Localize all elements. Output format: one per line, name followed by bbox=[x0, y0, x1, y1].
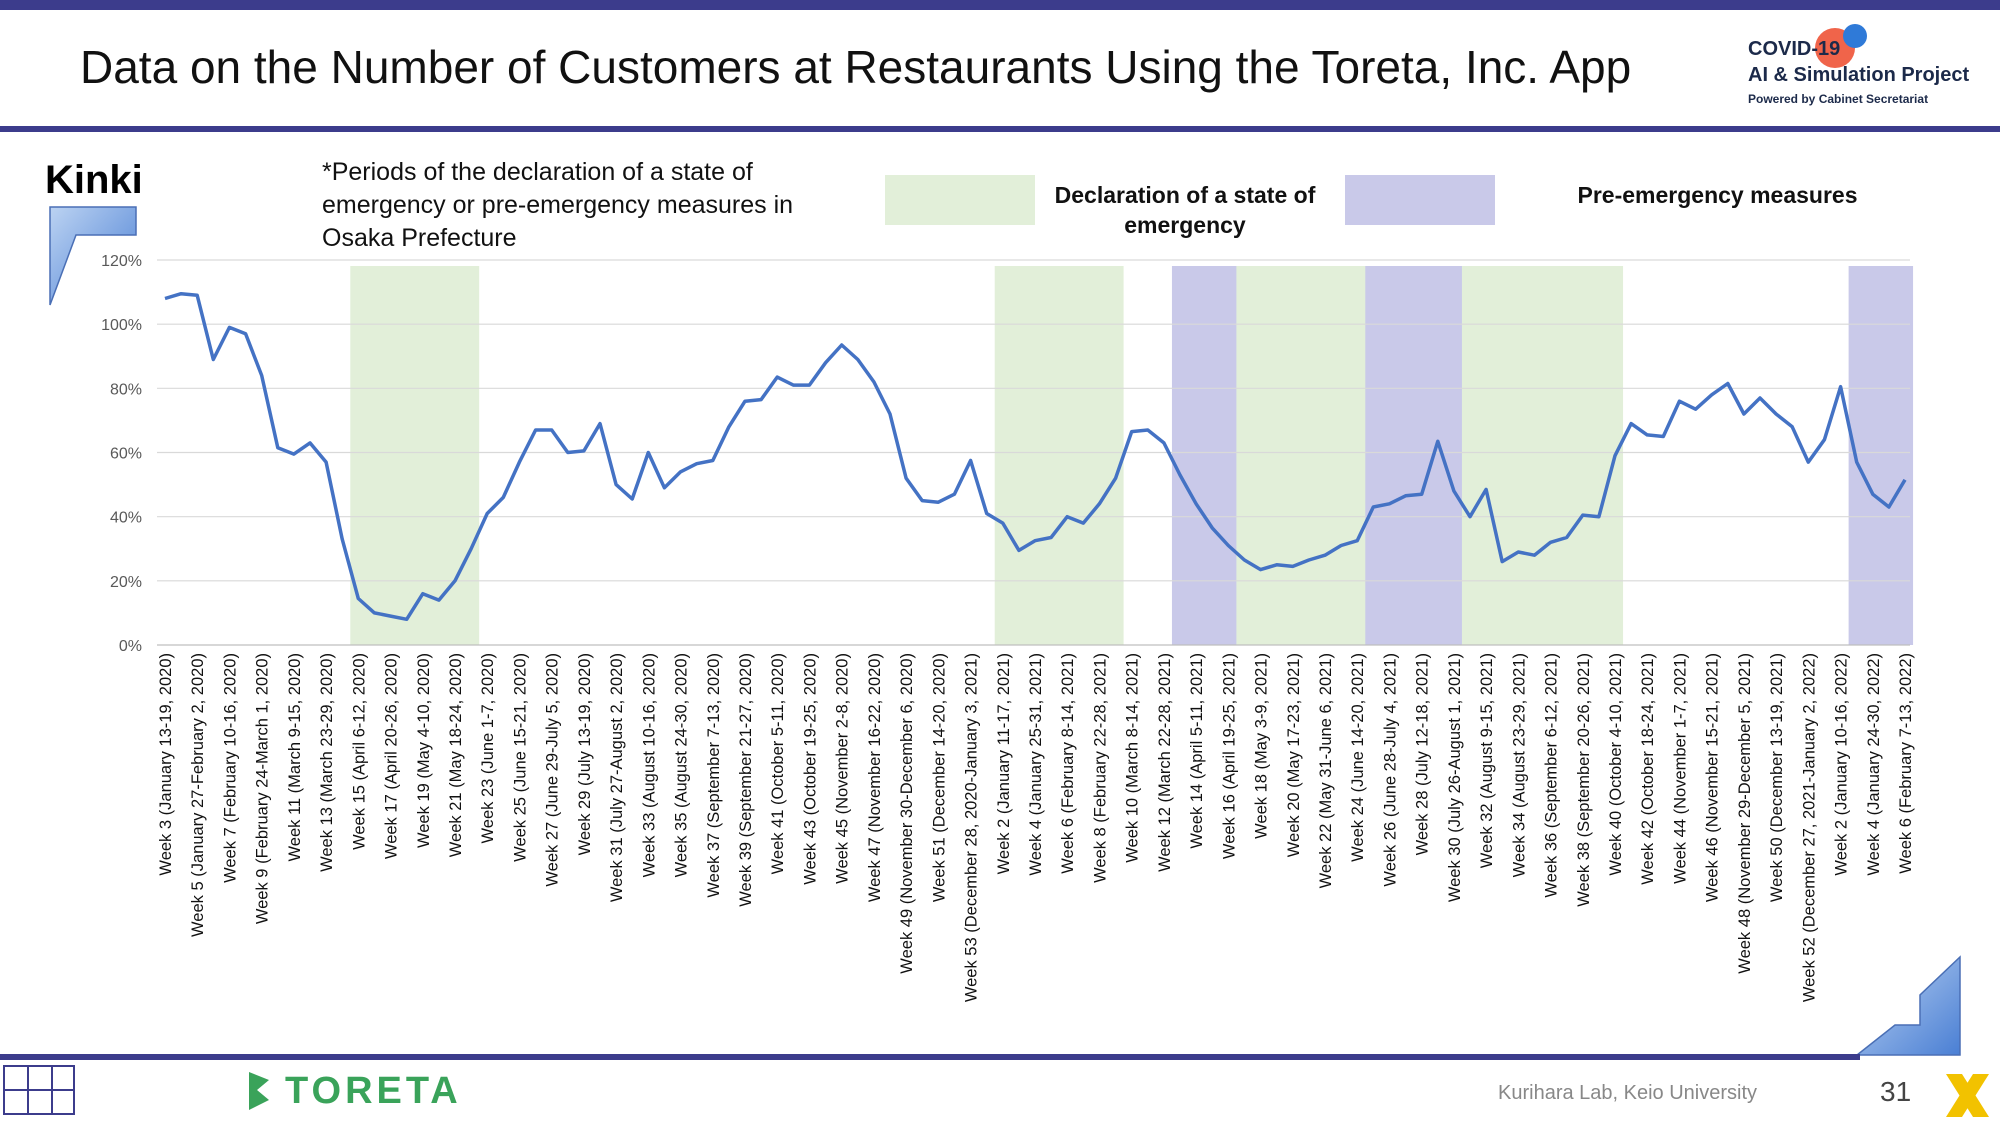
x-tick-label: Week 9 (February 24-March 1, 2020) bbox=[254, 653, 272, 924]
x-tick-label: Week 34 (August 23-29, 2021) bbox=[1510, 653, 1528, 877]
x-tick-label: Week 52 (December 27, 2021-January 2, 20… bbox=[1800, 653, 1818, 1002]
legend-pre-emergency-label: Pre-emergency measures bbox=[1577, 182, 1858, 208]
x-tick-label: Week 21 (May 18-24, 2020) bbox=[447, 653, 465, 857]
x-tick-label: Week 47 (November 16-22, 2020) bbox=[866, 653, 884, 902]
x-tick-label: Week 46 (November 15-21, 2021) bbox=[1704, 653, 1722, 902]
emergency-band bbox=[1236, 266, 1382, 645]
legend-emergency-swatch bbox=[885, 175, 1035, 225]
x-tick-label: Week 38 (September 20-26, 2021) bbox=[1575, 653, 1593, 907]
x-tick-label: Week 17 (April 20-26, 2020) bbox=[383, 653, 401, 859]
x-tick-label: Week 30 (July 26-August 1, 2021) bbox=[1446, 653, 1464, 902]
page-title: Data on the Number of Customers at Resta… bbox=[80, 41, 1632, 93]
x-tick-label: Week 14 (April 5-11, 2021) bbox=[1188, 653, 1206, 849]
top-bar bbox=[0, 0, 2000, 10]
x-tick-label: Week 22 (May 31-June 6, 2021) bbox=[1317, 653, 1335, 888]
x-tick-label: Week 24 (June 14-20, 2021) bbox=[1349, 653, 1367, 862]
y-tick-label: 60% bbox=[110, 446, 142, 463]
x-tick-label: Week 12 (March 22-28, 2021) bbox=[1156, 653, 1174, 872]
toreta-leaf-icon bbox=[249, 1072, 269, 1110]
legend-pre-emergency-swatch bbox=[1345, 175, 1495, 225]
x-tick-label: Week 6 (February 8-14, 2021) bbox=[1059, 653, 1077, 874]
x-tick-label: Week 11 (March 9-15, 2020) bbox=[286, 653, 304, 862]
x-tick-label: Week 8 (February 22-28, 2021) bbox=[1091, 653, 1109, 883]
x-tick-label: Week 4 (January 24-30, 2022) bbox=[1865, 653, 1883, 876]
x-tick-label: Week 37 (September 7-13, 2020) bbox=[705, 653, 723, 898]
y-tick-label: 100% bbox=[101, 317, 142, 334]
x-tick-label: Week 10 (March 8-14, 2021) bbox=[1124, 653, 1142, 863]
pre-emergency-band bbox=[1365, 266, 1479, 645]
x-tick-label: Week 5 (January 27-February 2, 2020) bbox=[189, 653, 207, 937]
logo-blue-circle-icon bbox=[1843, 24, 1867, 48]
x-tick-label: Week 19 (May 4-10, 2020) bbox=[415, 653, 433, 848]
bottom-rule bbox=[0, 1054, 1860, 1060]
x-tick-label: Week 28 (July 12-18, 2021) bbox=[1414, 653, 1432, 855]
x-tick-label: Week 27 (June 29-July 5, 2020) bbox=[544, 653, 562, 887]
x-tick-label: Week 23 (June 1-7, 2020) bbox=[479, 653, 497, 843]
x-tick-label: Week 45 (November 2-8, 2020) bbox=[834, 653, 852, 884]
legend-emergency-label: Declaration of a state of emergency bbox=[1054, 182, 1316, 238]
customer-line-chart: 0% 20% 40% 60% 80% 100% 120% Week 3 (January 13… bbox=[101, 253, 1915, 1002]
keio-lab-logo-icon bbox=[3, 1065, 75, 1115]
y-tick-label: 80% bbox=[110, 381, 142, 398]
x-tick-label: Week 20 (May 17-23, 2021) bbox=[1285, 653, 1303, 857]
x-tick-label: Week 31 (July 27-August 2, 2020) bbox=[608, 653, 626, 902]
logo-line-3: Powered by Cabinet Secretariat bbox=[1748, 92, 1929, 106]
period-note: *Periods of the declaration of a state o… bbox=[322, 158, 794, 252]
x-tick-label: Week 40 (October 4-10, 2021) bbox=[1607, 653, 1625, 876]
x-tick-label: Week 25 (June 15-21, 2020) bbox=[511, 653, 529, 862]
x-tick-label: Week 43 (October 19-25, 2020) bbox=[801, 653, 819, 885]
x-tick-label: Week 32 (August 9-15, 2021) bbox=[1478, 653, 1496, 868]
x-tick-label: Week 44 (November 1-7, 2021) bbox=[1671, 653, 1689, 884]
x-tick-label: Week 3 (January 13-19, 2020) bbox=[157, 653, 175, 876]
emergency-band bbox=[994, 266, 1124, 645]
x-tick-label: Week 51 (December 14-20, 2020) bbox=[930, 653, 948, 902]
title-rule bbox=[0, 126, 2000, 132]
region-arrow-icon bbox=[49, 206, 137, 306]
x-tick-label: Week 33 (August 10-16, 2020) bbox=[640, 653, 658, 877]
y-tick-label: 40% bbox=[110, 510, 142, 527]
x-tick-label: Week 39 (September 21-27, 2020) bbox=[737, 653, 755, 907]
pre-emergency-band bbox=[1848, 266, 1914, 645]
series-line bbox=[164, 291, 1907, 622]
x-tick-label: Week 7 (February 10-16, 2020) bbox=[221, 653, 239, 883]
toreta-logo-text: TORETA bbox=[285, 1070, 462, 1112]
x-tick-label: Week 35 (August 24-30, 2020) bbox=[673, 653, 691, 877]
x-tick-label: Week 15 (April 6-12, 2020) bbox=[350, 653, 368, 850]
x-tick-label: Week 13 (March 23-29, 2020) bbox=[318, 653, 336, 872]
logo-line-2: AI & Simulation Project bbox=[1748, 64, 1970, 86]
y-tick-label: 0% bbox=[119, 638, 142, 655]
x-tick-label: Week 50 (December 13-19, 2021) bbox=[1768, 653, 1786, 902]
x-tick-label: Week 18 (May 3-9, 2021) bbox=[1253, 653, 1271, 839]
x-tick-label: Week 2 (January 11-17, 2021) bbox=[995, 653, 1013, 874]
x-tick-label: Week 26 (June 28-July 4, 2021) bbox=[1381, 653, 1399, 887]
x-tick-label: Week 16 (April 19-25, 2021) bbox=[1220, 653, 1238, 859]
x-tick-label: Week 36 (September 6-12, 2021) bbox=[1543, 653, 1561, 898]
x-tick-label: Week 48 (November 29-December 5, 2021) bbox=[1736, 653, 1754, 974]
x-tick-label: Week 41 (October 5-11, 2020) bbox=[769, 653, 787, 874]
x-tick-label: Week 49 (November 30-December 6, 2020) bbox=[898, 653, 916, 974]
x-tick-label: Week 6 (February 7-13, 2022) bbox=[1897, 653, 1915, 874]
lab-credit: Kurihara Lab, Keio University bbox=[1498, 1082, 1758, 1104]
y-tick-label: 20% bbox=[110, 574, 142, 591]
corner-arrow-icon bbox=[1855, 955, 1961, 1056]
page-number: 31 bbox=[1880, 1076, 1912, 1107]
emergency-band bbox=[350, 266, 480, 645]
x-tick-label: Week 53 (December 28, 2020-January 3, 20… bbox=[963, 653, 981, 1002]
x-tick-label: Week 29 (July 13-19, 2020) bbox=[576, 653, 594, 855]
x-tick-label: Week 4 (January 25-31, 2021) bbox=[1027, 653, 1045, 876]
x-tick-label: Week 42 (October 18-24, 2021) bbox=[1639, 653, 1657, 885]
x-tick-label: Week 2 (January 10-16, 2022) bbox=[1833, 653, 1851, 876]
y-tick-label: 120% bbox=[101, 253, 142, 270]
covid-project-logo: COVID-19 AI & Simulation Project Powered… bbox=[1745, 22, 1995, 112]
logo-line-1: COVID-19 bbox=[1748, 38, 1841, 60]
emergency-band bbox=[1461, 266, 1624, 645]
x-logo-icon bbox=[1946, 1074, 1989, 1117]
region-label: Kinki bbox=[45, 158, 143, 202]
